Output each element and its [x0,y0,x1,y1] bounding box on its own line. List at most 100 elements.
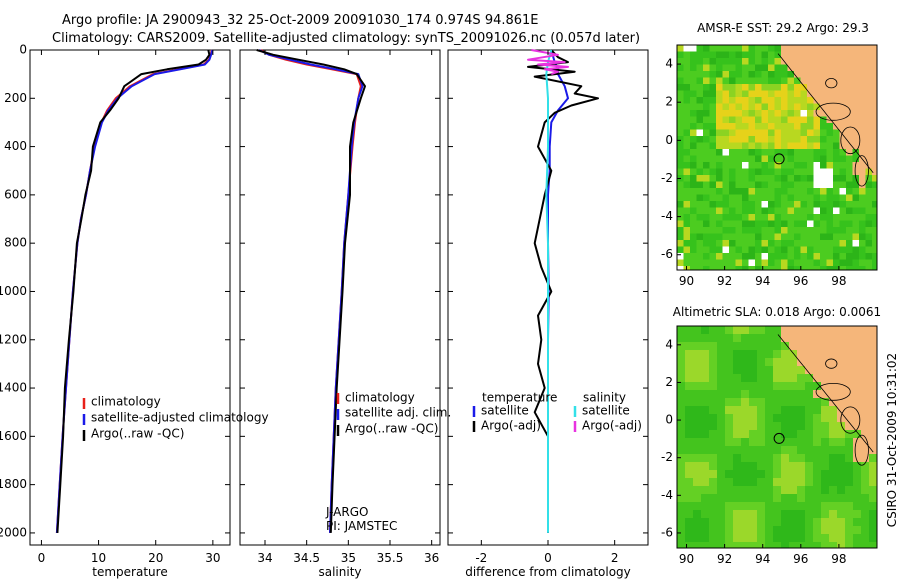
sst_map-cell [839,162,847,169]
sla_map-cell [797,462,806,471]
sst_map-cell [781,123,788,130]
sla_map-cell [837,374,846,383]
sla_map-cell [701,422,710,431]
sla_map-cell [685,486,694,495]
sla_map-cell [797,446,806,455]
sla_map-cell [685,446,694,455]
sla_map-cell [677,438,686,447]
sla_map-cell [765,406,774,415]
sst_map-cell [761,77,769,85]
sla_map-cell [829,422,838,431]
sst_map-cell [755,266,762,271]
temperature-series-2 [56,49,211,533]
sst_map-cell [761,168,769,176]
sst_map-cell [833,240,840,247]
sst_map-cell [709,175,717,182]
sla_map-cell [677,454,686,463]
sst_map-cell [690,253,697,260]
sst_map-cell [781,266,788,271]
sla_map-cell [845,454,854,463]
sla_map-cell [781,430,790,439]
sst_map-cell [800,253,808,260]
sla_map-cell [733,438,742,447]
sla_map-cell [749,374,758,383]
sst_map-cell [742,201,749,208]
sla_map-cell [845,494,854,503]
sla_map-cell [853,326,862,335]
sla_map-cell [781,494,790,503]
sla_map-cell [741,470,750,479]
sla_map-cell [693,486,702,495]
sla_map-cell [773,342,782,351]
sst_map-cell [761,240,769,247]
sst_map-cell [807,45,814,52]
sst_map-cell [729,77,736,85]
sst_map-cell [696,71,704,78]
sla_map-cell [749,366,758,375]
sst_map-cell [742,123,749,130]
sst_map-cell [748,175,756,182]
sst_map-cell [846,207,853,215]
sla_map-cell [701,438,710,447]
sst_map-cell [703,116,710,124]
sst_map-cell [813,240,821,247]
sla_map-cell [813,406,822,415]
sla_map-cell [725,518,734,527]
sst_map-cell [722,97,730,104]
sst_map-cell [677,207,684,215]
sst_map-cell [683,45,691,52]
sst_map-cell [774,64,782,72]
sst_map-cell [859,168,866,176]
sla_map-cell [757,406,766,415]
sla_map-ytick-label: -2 [661,450,673,464]
sst_map-cell [833,253,840,260]
sst_map-cell [787,155,795,163]
sst_map-cell [800,168,808,176]
sla_map-cell [781,510,790,519]
sst_map-cell [722,227,730,234]
sst_map-cell [872,162,878,169]
sla_map-cell [837,438,846,447]
sla_map-cell [813,470,822,479]
sst_map-cell [787,90,795,98]
sla_map-cell [725,510,734,519]
sla_map-cell [797,414,806,423]
sla_map-cell [709,422,718,431]
sla_map-cell [837,334,846,343]
sst_map-cell [716,194,723,202]
sst_map-cell [833,136,840,143]
sst_map-cell [852,253,860,260]
sla_map-cell [749,414,758,423]
sla_map-cell [837,382,846,391]
sst_map-cell [859,116,866,124]
sla_map-cell [725,542,734,549]
sla_map-cell [869,374,878,383]
sst_map-cell [774,149,782,156]
sst_map-cell [865,266,873,271]
sst_map-cell [852,90,860,98]
sst_map-cell [865,103,873,111]
sla_map-cell [725,406,734,415]
sla_map-cell [805,470,814,479]
sst_map-cell [761,220,769,228]
sst_map-cell [722,168,730,176]
temperature-ytick-label: 2000 [0,525,27,539]
sla_map-cell [709,502,718,511]
sst_map-cell [781,103,788,111]
sst_map-cell [683,97,691,104]
sst_map-cell [794,45,801,52]
sst_map-cell [696,129,704,137]
sla_map-cell [757,366,766,375]
sla_map-cell [757,350,766,359]
sst_map-cell [865,155,873,163]
sst_map-cell [716,129,723,137]
sla_map-cell [749,462,758,471]
sst_map-cell [755,84,762,91]
sla_map-cell [741,374,750,383]
sst_map-cell [826,188,834,195]
sst_map-cell [735,90,743,98]
sla_map-cell [789,326,798,335]
sst_map-coastline [777,53,874,174]
sst_map-cell [839,103,847,111]
sla_map-cell [797,366,806,375]
